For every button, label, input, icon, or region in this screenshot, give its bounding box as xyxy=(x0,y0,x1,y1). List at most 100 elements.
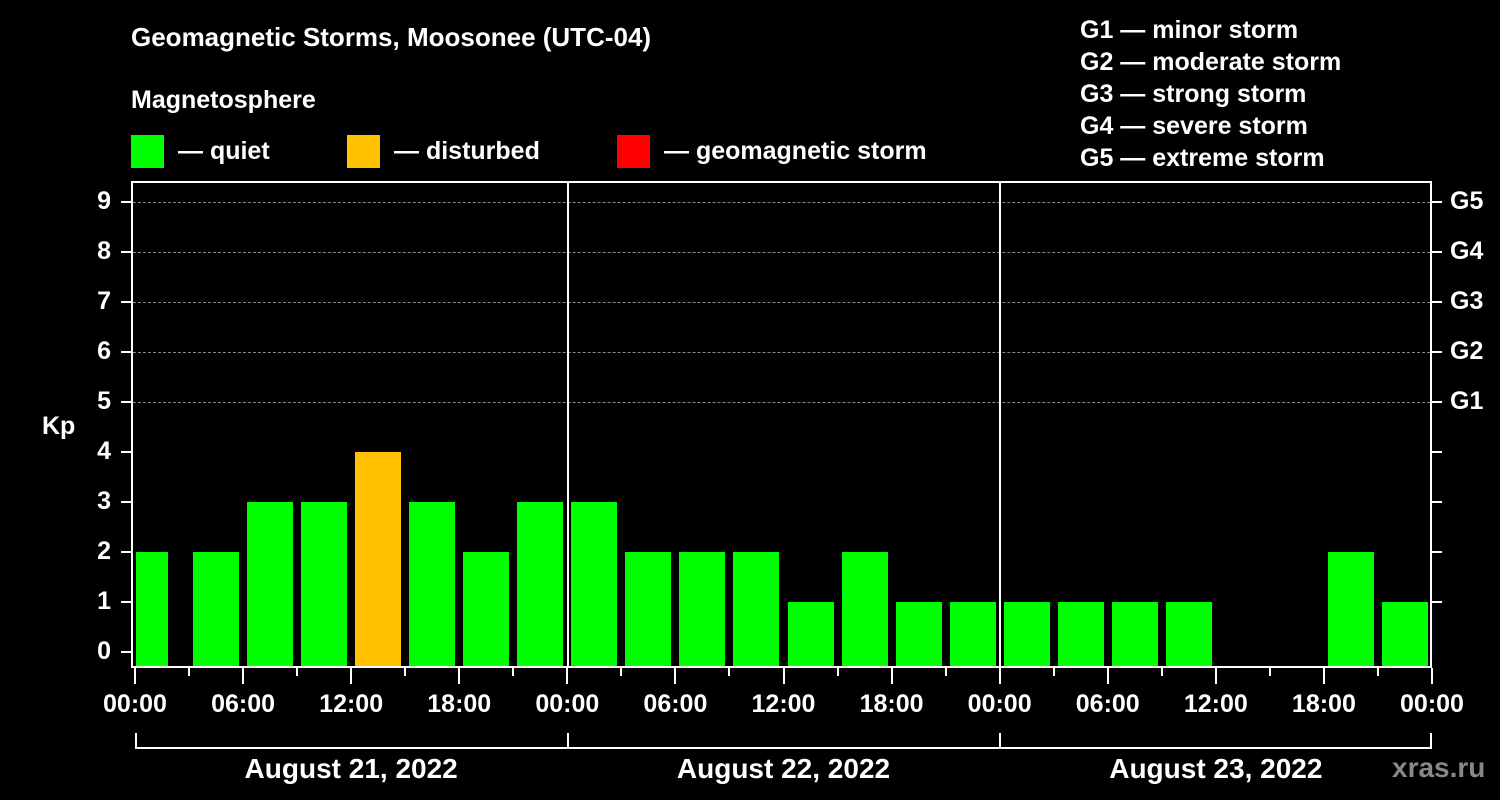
right-y-tick xyxy=(1432,601,1442,603)
y-axis-label: Kp xyxy=(42,412,76,440)
x-tick xyxy=(188,668,191,676)
kp-bar xyxy=(301,502,348,666)
kp-bar xyxy=(409,502,456,666)
date-label: August 23, 2022 xyxy=(1109,753,1323,784)
x-tick-label: 06:00 xyxy=(211,690,276,718)
x-tick xyxy=(782,668,785,684)
y-tick xyxy=(121,301,131,303)
y-tick xyxy=(121,501,131,503)
y-tick xyxy=(121,351,131,353)
date-bracket-tick xyxy=(567,733,569,749)
y-tick-label: 6 xyxy=(97,337,111,365)
x-tick xyxy=(1322,668,1325,684)
x-tick xyxy=(1052,668,1055,676)
y-tick-label: 7 xyxy=(97,287,111,315)
kp-bar xyxy=(517,502,564,666)
kp-bar xyxy=(355,452,402,666)
y-tick xyxy=(121,251,131,253)
date-bracket-tick xyxy=(999,733,1001,749)
g-scale-label: G1 xyxy=(1450,387,1484,415)
x-tick-label: 00:00 xyxy=(103,690,167,718)
y-tick-label: 0 xyxy=(97,637,111,665)
y-tick xyxy=(121,401,131,403)
legend-storm-label: — geomagnetic storm xyxy=(664,136,927,165)
kp-bar xyxy=(193,552,240,666)
x-tick xyxy=(1160,668,1163,676)
y-tick-label: 8 xyxy=(97,237,111,265)
kp-bar xyxy=(1381,602,1428,666)
x-tick-label: 06:00 xyxy=(643,690,708,718)
kp-bar xyxy=(1327,552,1374,666)
legend-disturbed: — disturbed xyxy=(347,134,540,168)
x-tick-label: 12:00 xyxy=(751,690,816,718)
kp-bar xyxy=(733,552,780,666)
right-y-tick xyxy=(1432,301,1442,303)
x-tick xyxy=(350,668,353,684)
g-scale-label: G3 xyxy=(1450,287,1484,315)
day-separator xyxy=(567,181,569,668)
kp-bar xyxy=(895,602,942,666)
y-tick-label: 5 xyxy=(97,387,111,415)
x-tick-label: 06:00 xyxy=(1075,690,1140,718)
y-tick-label: 1 xyxy=(97,587,111,615)
y-tick xyxy=(121,201,131,203)
g1-legend: G1 — minor storm xyxy=(1080,16,1299,44)
date-label: August 21, 2022 xyxy=(244,753,458,784)
g2-legend: G2 — moderate storm xyxy=(1080,48,1342,76)
x-tick xyxy=(1268,668,1271,676)
gridline xyxy=(133,402,1430,403)
right-y-tick xyxy=(1432,551,1442,553)
y-tick xyxy=(121,551,131,553)
x-tick xyxy=(836,668,839,676)
gridline xyxy=(133,252,1430,253)
x-tick xyxy=(242,668,245,684)
x-tick-label: 12:00 xyxy=(319,690,384,718)
kp-bar xyxy=(679,552,726,666)
right-y-tick xyxy=(1432,201,1442,203)
kp-bar xyxy=(949,602,996,666)
right-y-tick xyxy=(1432,401,1442,403)
chart-subtitle: Magnetosphere xyxy=(131,86,316,114)
x-tick xyxy=(1214,668,1217,684)
x-tick-label: 00:00 xyxy=(1400,690,1464,718)
x-tick-label: 00:00 xyxy=(535,690,600,718)
date-label: August 22, 2022 xyxy=(676,753,891,784)
watermark: xras.ru xyxy=(1392,752,1486,783)
x-tick xyxy=(1106,668,1109,684)
x-tick-label: 18:00 xyxy=(427,690,492,718)
legend-quiet-label: — quiet xyxy=(178,136,270,165)
g5-legend: G5 — extreme storm xyxy=(1080,144,1325,172)
quiet-swatch xyxy=(131,134,164,168)
x-tick xyxy=(512,668,515,676)
right-y-tick xyxy=(1432,501,1442,503)
gridline xyxy=(133,302,1430,303)
x-tick xyxy=(458,668,461,684)
g3-legend: G3 — strong storm xyxy=(1080,80,1307,108)
right-y-tick xyxy=(1432,351,1442,353)
y-tick xyxy=(121,451,131,453)
plot-frame xyxy=(131,181,1432,668)
x-tick xyxy=(1431,668,1433,684)
g-scale-label: G4 xyxy=(1450,237,1484,265)
x-tick xyxy=(944,668,947,676)
right-y-tick xyxy=(1432,451,1442,453)
x-tick xyxy=(728,668,731,676)
right-y-tick xyxy=(1432,251,1442,253)
kp-bar xyxy=(1003,602,1050,666)
x-tick xyxy=(566,668,569,684)
legend-disturbed-label: — disturbed xyxy=(394,136,540,165)
day-separator xyxy=(999,181,1001,668)
g4-legend: G4 — severe storm xyxy=(1080,112,1308,140)
kp-bar xyxy=(247,502,294,666)
kp-bar xyxy=(841,552,888,666)
storm-swatch xyxy=(617,134,650,168)
x-tick-label: 18:00 xyxy=(1291,690,1356,718)
legend-quiet: — quiet xyxy=(131,134,270,168)
disturbed-swatch xyxy=(347,134,380,168)
kp-bar xyxy=(571,502,618,666)
chart-title: Geomagnetic Storms, Moosonee (UTC-04) xyxy=(131,22,652,52)
kp-bar xyxy=(1057,602,1104,666)
y-tick-label: 3 xyxy=(97,487,111,515)
x-tick xyxy=(674,668,677,684)
kp-bar xyxy=(463,552,510,666)
